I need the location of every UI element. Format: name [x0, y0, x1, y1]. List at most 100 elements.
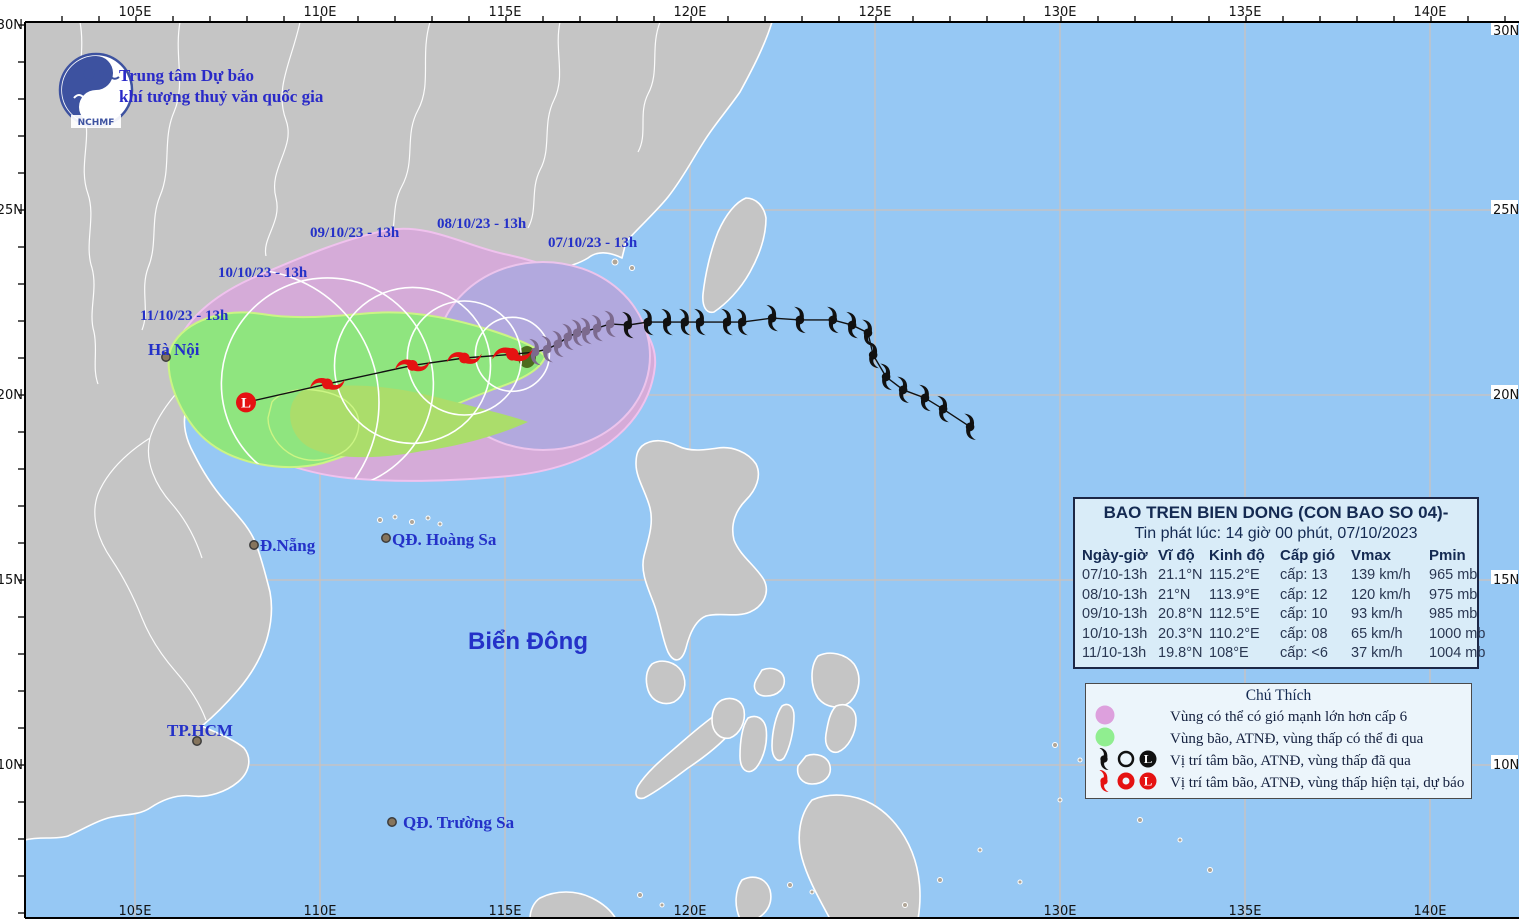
- typhoon-symbol: [897, 376, 909, 404]
- land-zamboanga: [735, 876, 772, 919]
- typhoon-symbol: [867, 341, 879, 369]
- city-dot: [381, 533, 391, 543]
- axis-label-top: 135E: [1228, 5, 1261, 20]
- axis-label-bottom: 115E: [488, 904, 521, 919]
- table-cell: Cấp gió: [1280, 547, 1335, 564]
- typhoon-symbol: [529, 338, 541, 366]
- typhoon-symbol: [552, 330, 564, 358]
- forecast-table-row: 07/10-13h 21.1°N 115.2°E cấp: 13 139 km/h 965…: [1075, 566, 1477, 586]
- typhoon-symbol: [1099, 769, 1109, 792]
- forecast-table-header: Ngày-giờ Vĩ độ Kinh độ Cấp gió Vmax Pmin: [1075, 545, 1477, 566]
- legend-title: Chú Thích: [1245, 687, 1312, 704]
- axis-label-bg: [1491, 755, 1518, 769]
- typhoon-symbol: [694, 308, 706, 336]
- table-cell: 1004 mb: [1429, 645, 1486, 661]
- table-cell: 09/10-13h: [1082, 606, 1148, 622]
- typhoon-symbol: [679, 308, 691, 336]
- axis-labels-inside: 105E 110E 115E 120E 130E 135E 140E 30N 25N 20N 15N…: [118, 22, 1519, 919]
- place-label: Đ.Nẵng: [260, 536, 316, 555]
- axis-label-left: 15N: [0, 573, 23, 588]
- forecast-date-label: 10/10/23 - 13h: [218, 265, 308, 281]
- table-cell: 08/10-13h: [1082, 586, 1148, 603]
- land-mindanao: [798, 794, 921, 919]
- table-cell: cấp: 08: [1280, 625, 1328, 642]
- axis-label-left: 30N: [0, 18, 23, 33]
- legend-symbol: L: [1092, 769, 1170, 797]
- typhoon-symbol: [880, 363, 892, 391]
- svg-text:L: L: [1144, 774, 1153, 788]
- land-cebu: [771, 703, 795, 762]
- city-dot: [249, 540, 259, 550]
- table-cell: 965 mb: [1429, 567, 1478, 583]
- logo-text: NCHMF: [78, 118, 115, 128]
- table-cell: 07/10-13h: [1082, 567, 1148, 583]
- axis-label-right: 10N: [1493, 758, 1519, 773]
- axis-label-top: 140E: [1413, 5, 1446, 20]
- place-label: Hà Nội: [148, 340, 200, 359]
- table-cell: 21.1°N: [1158, 567, 1203, 583]
- table-cell: Vmax: [1351, 547, 1392, 564]
- typhoon-symbol: [862, 319, 874, 347]
- province-borders: [79, 22, 661, 721]
- axis-label-right: 25N: [1493, 203, 1519, 218]
- land-samar: [811, 652, 860, 708]
- land-panay: [711, 697, 746, 740]
- land-luzon: [635, 439, 768, 661]
- typhoon-symbol: [721, 308, 733, 336]
- land-bohol: [796, 753, 832, 785]
- axis-labels-outside: 105E 110E 115E 120E 125E 130E 135E 140E 30N 25N 20…: [0, 5, 1447, 773]
- hainan-outline-over-cone: [267, 388, 360, 461]
- legend-item: L Vị trí tâm bão, ATNĐ, vùng thấp đã qua: [1086, 747, 1471, 772]
- typhoon-symbol: [580, 317, 592, 345]
- typhoon-symbol: [846, 311, 858, 339]
- table-cell: 20.8°N: [1158, 606, 1203, 622]
- typhoon-symbol: [661, 308, 673, 336]
- legend-symbol: [1092, 726, 1170, 753]
- place-label: TP.HCM: [167, 721, 233, 740]
- svg-text:L: L: [241, 395, 251, 411]
- axis-label-right: 30N: [1493, 24, 1519, 39]
- legend: Chú Thích Vùng có thể có gió mạnh lớn hơ…: [1085, 683, 1472, 799]
- table-cell: Vĩ độ: [1158, 547, 1195, 564]
- storm-title: BAO TREN BIEN DONG (CON BAO SO 04)-: [1103, 503, 1449, 522]
- axis-ticks: [18, 16, 1506, 914]
- axis-label-bg: [1491, 200, 1518, 214]
- axis-label-top: 125E: [858, 5, 891, 20]
- typhoon-symbol: [827, 306, 839, 334]
- table-cell: 1000 mb: [1429, 625, 1486, 642]
- table-cell: 65 km/h: [1351, 625, 1403, 642]
- place-label: QĐ. Hoàng Sa: [392, 530, 497, 549]
- land-taiwan: [702, 197, 767, 314]
- forecast-date-label: 11/10/23 - 13h: [140, 308, 229, 324]
- axis-label-top: 115E: [488, 5, 521, 20]
- axis-label-bottom: 130E: [1043, 904, 1076, 919]
- org-name-line2: khí tượng thuỷ văn quốc gia: [119, 87, 324, 106]
- axis-label-right: 20N: [1493, 388, 1519, 403]
- map-frame: [24, 21, 1519, 919]
- place-label: QĐ. Trường Sa: [403, 813, 515, 832]
- table-cell: 21°N: [1158, 586, 1191, 603]
- table-cell: 93 km/h: [1351, 606, 1403, 622]
- axis-label-top: 120E: [673, 5, 706, 20]
- axis-label-bg: [1491, 385, 1518, 399]
- low-pressure-symbol: L: [1139, 750, 1157, 767]
- nchmf-logo: NCHMF: [58, 52, 134, 128]
- typhoon-symbol: [604, 310, 616, 338]
- table-cell: 110.2°E: [1209, 625, 1260, 642]
- table-cell: Kinh độ: [1209, 547, 1265, 564]
- typhoon-symbol: [937, 395, 949, 423]
- land-mindoro: [645, 660, 686, 705]
- axis-label-bottom: 110E: [303, 904, 336, 919]
- table-cell: Ngày-giờ: [1082, 547, 1148, 564]
- legend-item: Vùng bão, ATNĐ, vùng thấp có thể đi qua: [1086, 726, 1471, 753]
- land-negros: [739, 715, 768, 773]
- table-cell: 10/10-13h: [1082, 625, 1148, 642]
- typhoon-symbol: [562, 323, 574, 351]
- axis-label-bottom: 120E: [673, 904, 706, 919]
- typhoon-symbol: [794, 306, 806, 334]
- storm-track: L: [236, 304, 976, 441]
- axis-label-bottom: 135E: [1228, 904, 1261, 919]
- axis-label-bottom: 140E: [1413, 904, 1446, 919]
- table-cell: 11/10-13h: [1082, 645, 1147, 661]
- axis-label-bg: [1491, 22, 1518, 35]
